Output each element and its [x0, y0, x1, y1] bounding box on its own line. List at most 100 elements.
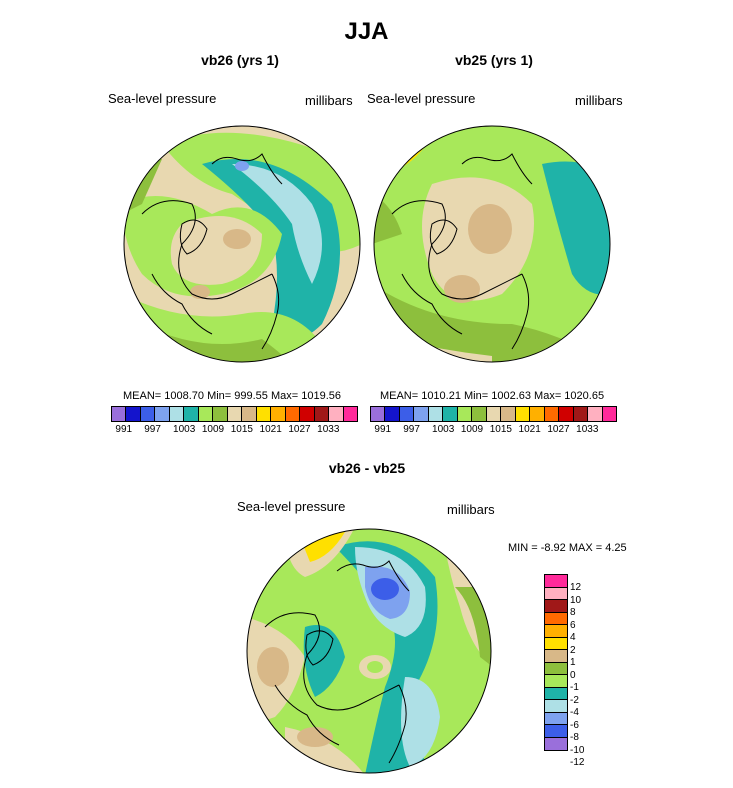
colorbar-label: 1021 [259, 424, 282, 435]
colorbar-swatch [242, 407, 257, 421]
panel-2-colorbar [370, 406, 617, 422]
colorbar-swatch [501, 407, 516, 421]
panel-3-map [245, 527, 493, 775]
colorbar-label: 0 [570, 669, 576, 681]
colorbar-swatch [486, 407, 502, 421]
panel-2-colorbar-labels: 991 997 1003 1009 1015 1021 1027 1033 [370, 424, 615, 438]
colorbar-swatch [602, 407, 616, 421]
colorbar-label: 1033 [317, 424, 340, 435]
colorbar-swatch [559, 407, 574, 421]
colorbar-label: 1003 [432, 424, 455, 435]
colorbar-label: 12 [570, 582, 582, 593]
colorbar-label: 1003 [173, 424, 196, 435]
colorbar-swatch [545, 625, 567, 638]
colorbar-label: 1027 [288, 424, 311, 435]
colorbar-swatch [573, 407, 589, 421]
colorbar-label: 1021 [518, 424, 541, 435]
panel-1-right-label: millibars [305, 93, 353, 108]
colorbar-swatch [343, 407, 357, 421]
colorbar-swatch [443, 407, 458, 421]
colorbar-swatch [545, 612, 567, 625]
colorbar-label: 1027 [547, 424, 570, 435]
panel-1-colorbar-labels: 991 997 1003 1009 1015 1021 1027 1033 [111, 424, 356, 438]
panel-2-left-label: Sea-level pressure [367, 91, 476, 106]
colorbar-label: -2 [570, 694, 579, 706]
colorbar-swatch [545, 650, 567, 663]
colorbar-label: 1015 [489, 424, 512, 435]
difference-colorbar-labels: 12 10 8 6 4 2 1 0 -1 -2 -4 -6 -8 -10 -12 [570, 574, 610, 768]
colorbar-label: 991 [374, 424, 392, 435]
colorbar-swatch [213, 407, 228, 421]
colorbar-label: -4 [570, 707, 579, 718]
colorbar-swatch [515, 407, 531, 421]
figure-title: JJA [344, 18, 389, 45]
colorbar-swatch [545, 637, 567, 650]
colorbar-swatch [545, 600, 567, 613]
colorbar-swatch [545, 700, 567, 713]
colorbar-swatch [169, 407, 185, 421]
colorbar-swatch [545, 725, 567, 738]
panel-1-title: vb26 (yrs 1) [201, 52, 279, 68]
colorbar-swatch [227, 407, 243, 421]
colorbar-swatch [414, 407, 429, 421]
colorbar-label: -10 [570, 744, 585, 756]
colorbar-swatch [544, 407, 560, 421]
colorbar-label: -1 [570, 682, 579, 693]
colorbar-swatch [112, 407, 127, 421]
panel-2-title: vb25 (yrs 1) [455, 52, 533, 68]
colorbar-label: 10 [570, 594, 582, 606]
colorbar-swatch [545, 662, 567, 675]
panel-2-stats: MEAN= 1010.21 Min= 1002.63 Max= 1020.65 [379, 390, 605, 402]
colorbar-swatch [545, 687, 567, 700]
colorbar-swatch [198, 407, 214, 421]
colorbar-swatch [545, 737, 567, 750]
panel-3-right-label: millibars [447, 502, 495, 517]
colorbar-label: 997 [403, 424, 420, 435]
colorbar-swatch [530, 407, 545, 421]
colorbar-swatch [588, 407, 603, 421]
colorbar-swatch [300, 407, 315, 421]
colorbar-swatch [271, 407, 286, 421]
panel-1-stats: MEAN= 1008.70 Min= 999.55 Max= 1019.56 [122, 390, 341, 402]
colorbar-swatch [545, 575, 567, 588]
colorbar-label: -6 [570, 719, 579, 731]
colorbar-label: 1009 [201, 424, 225, 435]
colorbar-swatch [399, 407, 415, 421]
panel-3-stats: MIN = -8.92 MAX = 4.25 [508, 542, 627, 554]
colorbar-swatch [371, 407, 386, 421]
colorbar-label: 1015 [230, 424, 253, 435]
colorbar-label: 2 [570, 644, 576, 656]
colorbar-swatch [472, 407, 487, 421]
colorbar-swatch [545, 712, 567, 725]
panel-1-left-label: Sea-level pressure [108, 91, 217, 106]
colorbar-swatch [256, 407, 272, 421]
colorbar-swatch [155, 407, 170, 421]
panel-2-map [372, 124, 612, 364]
colorbar-swatch [184, 407, 199, 421]
colorbar-swatch [285, 407, 301, 421]
colorbar-label: 6 [570, 619, 576, 631]
colorbar-label: 1 [570, 657, 576, 668]
colorbar-label: 997 [144, 424, 161, 435]
colorbar-swatch [126, 407, 141, 421]
colorbar-label: -8 [570, 732, 579, 743]
panel-3-left-label: Sea-level pressure [237, 499, 346, 514]
colorbar-swatch [140, 407, 156, 421]
difference-colorbar [544, 574, 568, 751]
colorbar-swatch [385, 407, 400, 421]
colorbar-label: 1009 [460, 424, 484, 435]
colorbar-swatch [314, 407, 330, 421]
colorbar-swatch [545, 675, 567, 688]
panel-2-right-label: millibars [575, 93, 623, 108]
colorbar-label: -12 [570, 757, 585, 768]
colorbar-label: 991 [115, 424, 133, 435]
panel-1-colorbar [111, 406, 358, 422]
panel-3-title: vb26 - vb25 [328, 460, 406, 476]
panel-1-map [122, 124, 362, 364]
colorbar-label: 4 [570, 632, 576, 643]
colorbar-swatch [329, 407, 344, 421]
colorbar-swatch [545, 587, 567, 600]
colorbar-swatch [428, 407, 444, 421]
colorbar-label: 8 [570, 607, 576, 618]
colorbar-label: 1033 [576, 424, 599, 435]
